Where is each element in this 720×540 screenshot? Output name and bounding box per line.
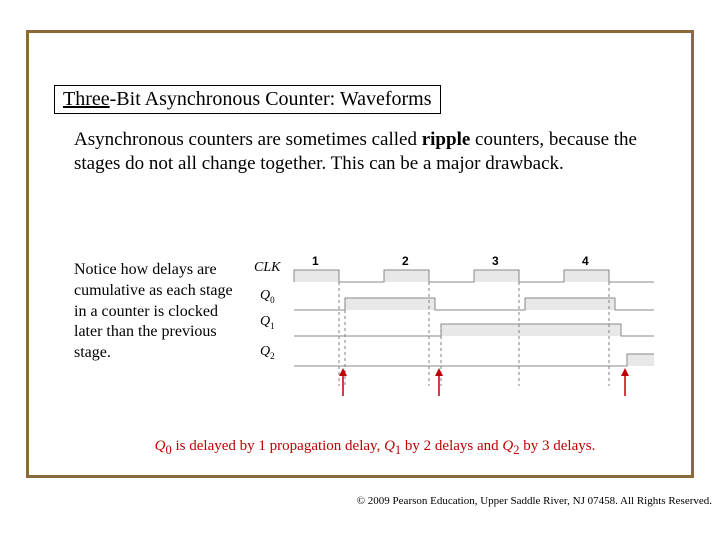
body-paragraph: Asynchronous counters are sometimes call… (74, 128, 664, 176)
title-text: Three-Bit Asynchronous Counter: Waveform… (63, 88, 432, 110)
notice-paragraph: Notice how delays are cumulative as each… (74, 260, 234, 364)
caption-text: Q0 is delayed by 1 propagation delay, Q1… (90, 438, 660, 458)
title-box: Three-Bit Asynchronous Counter: Waveform… (54, 85, 441, 114)
copyright-text: © 2009 Pearson Education, Upper Saddle R… (0, 495, 712, 507)
waveform-diagram: CLK Q0 Q1 Q2 1 2 3 4 (254, 256, 664, 396)
waveform-svg (254, 256, 664, 396)
